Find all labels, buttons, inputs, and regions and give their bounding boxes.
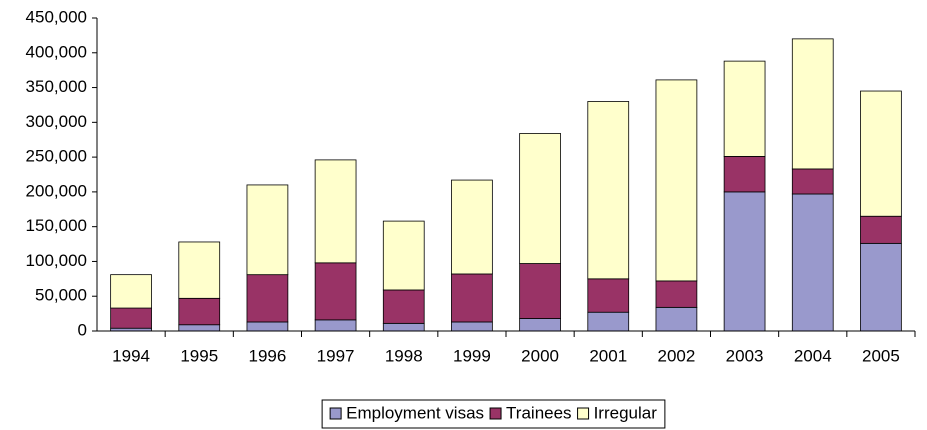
bar-segment <box>246 321 289 332</box>
x-tick-label: 2004 <box>794 346 832 365</box>
bar-segment <box>655 79 698 282</box>
bar-segment <box>178 241 221 299</box>
bar-segment <box>791 168 834 195</box>
bar-segment <box>451 179 493 275</box>
legend-label: Irregular <box>594 403 658 422</box>
legend: Employment visas Trainees Irregular <box>321 399 666 429</box>
y-tick-label: 250,000 <box>26 147 87 166</box>
y-tick-label: 400,000 <box>26 42 87 61</box>
bar-segment <box>519 318 561 332</box>
bar-segment <box>723 191 766 332</box>
y-tick-label: 100,000 <box>26 251 87 270</box>
x-tick-label: 2003 <box>726 346 764 365</box>
bar-segment <box>860 215 902 244</box>
bar-segment <box>723 156 766 193</box>
x-tick-label: 1995 <box>180 346 218 365</box>
bar-segment <box>110 307 152 329</box>
bar-segment <box>655 306 698 332</box>
x-tick-label: 2005 <box>862 346 900 365</box>
legend-swatch <box>577 407 590 420</box>
y-tick-label: 450,000 <box>26 7 87 26</box>
bar-segment <box>178 297 221 326</box>
bar-segment <box>314 159 357 264</box>
bar-segment <box>246 274 289 323</box>
bar-segment <box>382 322 425 332</box>
bar-segment <box>178 324 221 332</box>
x-tick-label: 2000 <box>521 346 559 365</box>
y-tick-label: 350,000 <box>26 77 87 96</box>
bar-segment <box>314 319 357 332</box>
x-tick-label: 2001 <box>589 346 627 365</box>
x-tick-label: 2002 <box>658 346 696 365</box>
bar-segment <box>451 273 493 323</box>
bar-segment <box>246 184 289 276</box>
bar-segment <box>519 263 561 319</box>
bar-segment <box>860 242 902 332</box>
bar-segment <box>110 274 152 309</box>
legend-label: Trainees <box>506 403 572 422</box>
bar-segment <box>314 262 357 321</box>
bar-segment <box>382 289 425 324</box>
y-tick-label: 150,000 <box>26 216 87 235</box>
legend-label: Employment visas <box>346 403 484 422</box>
y-tick-label: 300,000 <box>26 112 87 131</box>
bar-segment <box>587 278 630 313</box>
bar-segment <box>791 193 834 332</box>
x-tick-label: 1997 <box>317 346 355 365</box>
bar-segment <box>382 220 425 291</box>
bar-segment <box>451 321 493 332</box>
legend-swatch <box>329 407 342 420</box>
x-tick-label: 1996 <box>249 346 287 365</box>
bar-segment <box>860 90 902 217</box>
bar-segment <box>655 280 698 308</box>
x-tick-label: 1994 <box>112 346 150 365</box>
y-tick-label: 200,000 <box>26 181 87 200</box>
x-tick-label: 1999 <box>453 346 491 365</box>
legend-swatch <box>489 407 502 420</box>
bar-segment <box>723 60 766 157</box>
y-tick-label: 50,000 <box>35 286 87 305</box>
bar-segment <box>791 38 834 170</box>
bar-segment <box>587 311 630 332</box>
bar-segment <box>519 133 561 264</box>
x-tick-label: 1998 <box>385 346 423 365</box>
y-tick-label: 0 <box>78 320 87 339</box>
bar-segment <box>587 101 630 280</box>
